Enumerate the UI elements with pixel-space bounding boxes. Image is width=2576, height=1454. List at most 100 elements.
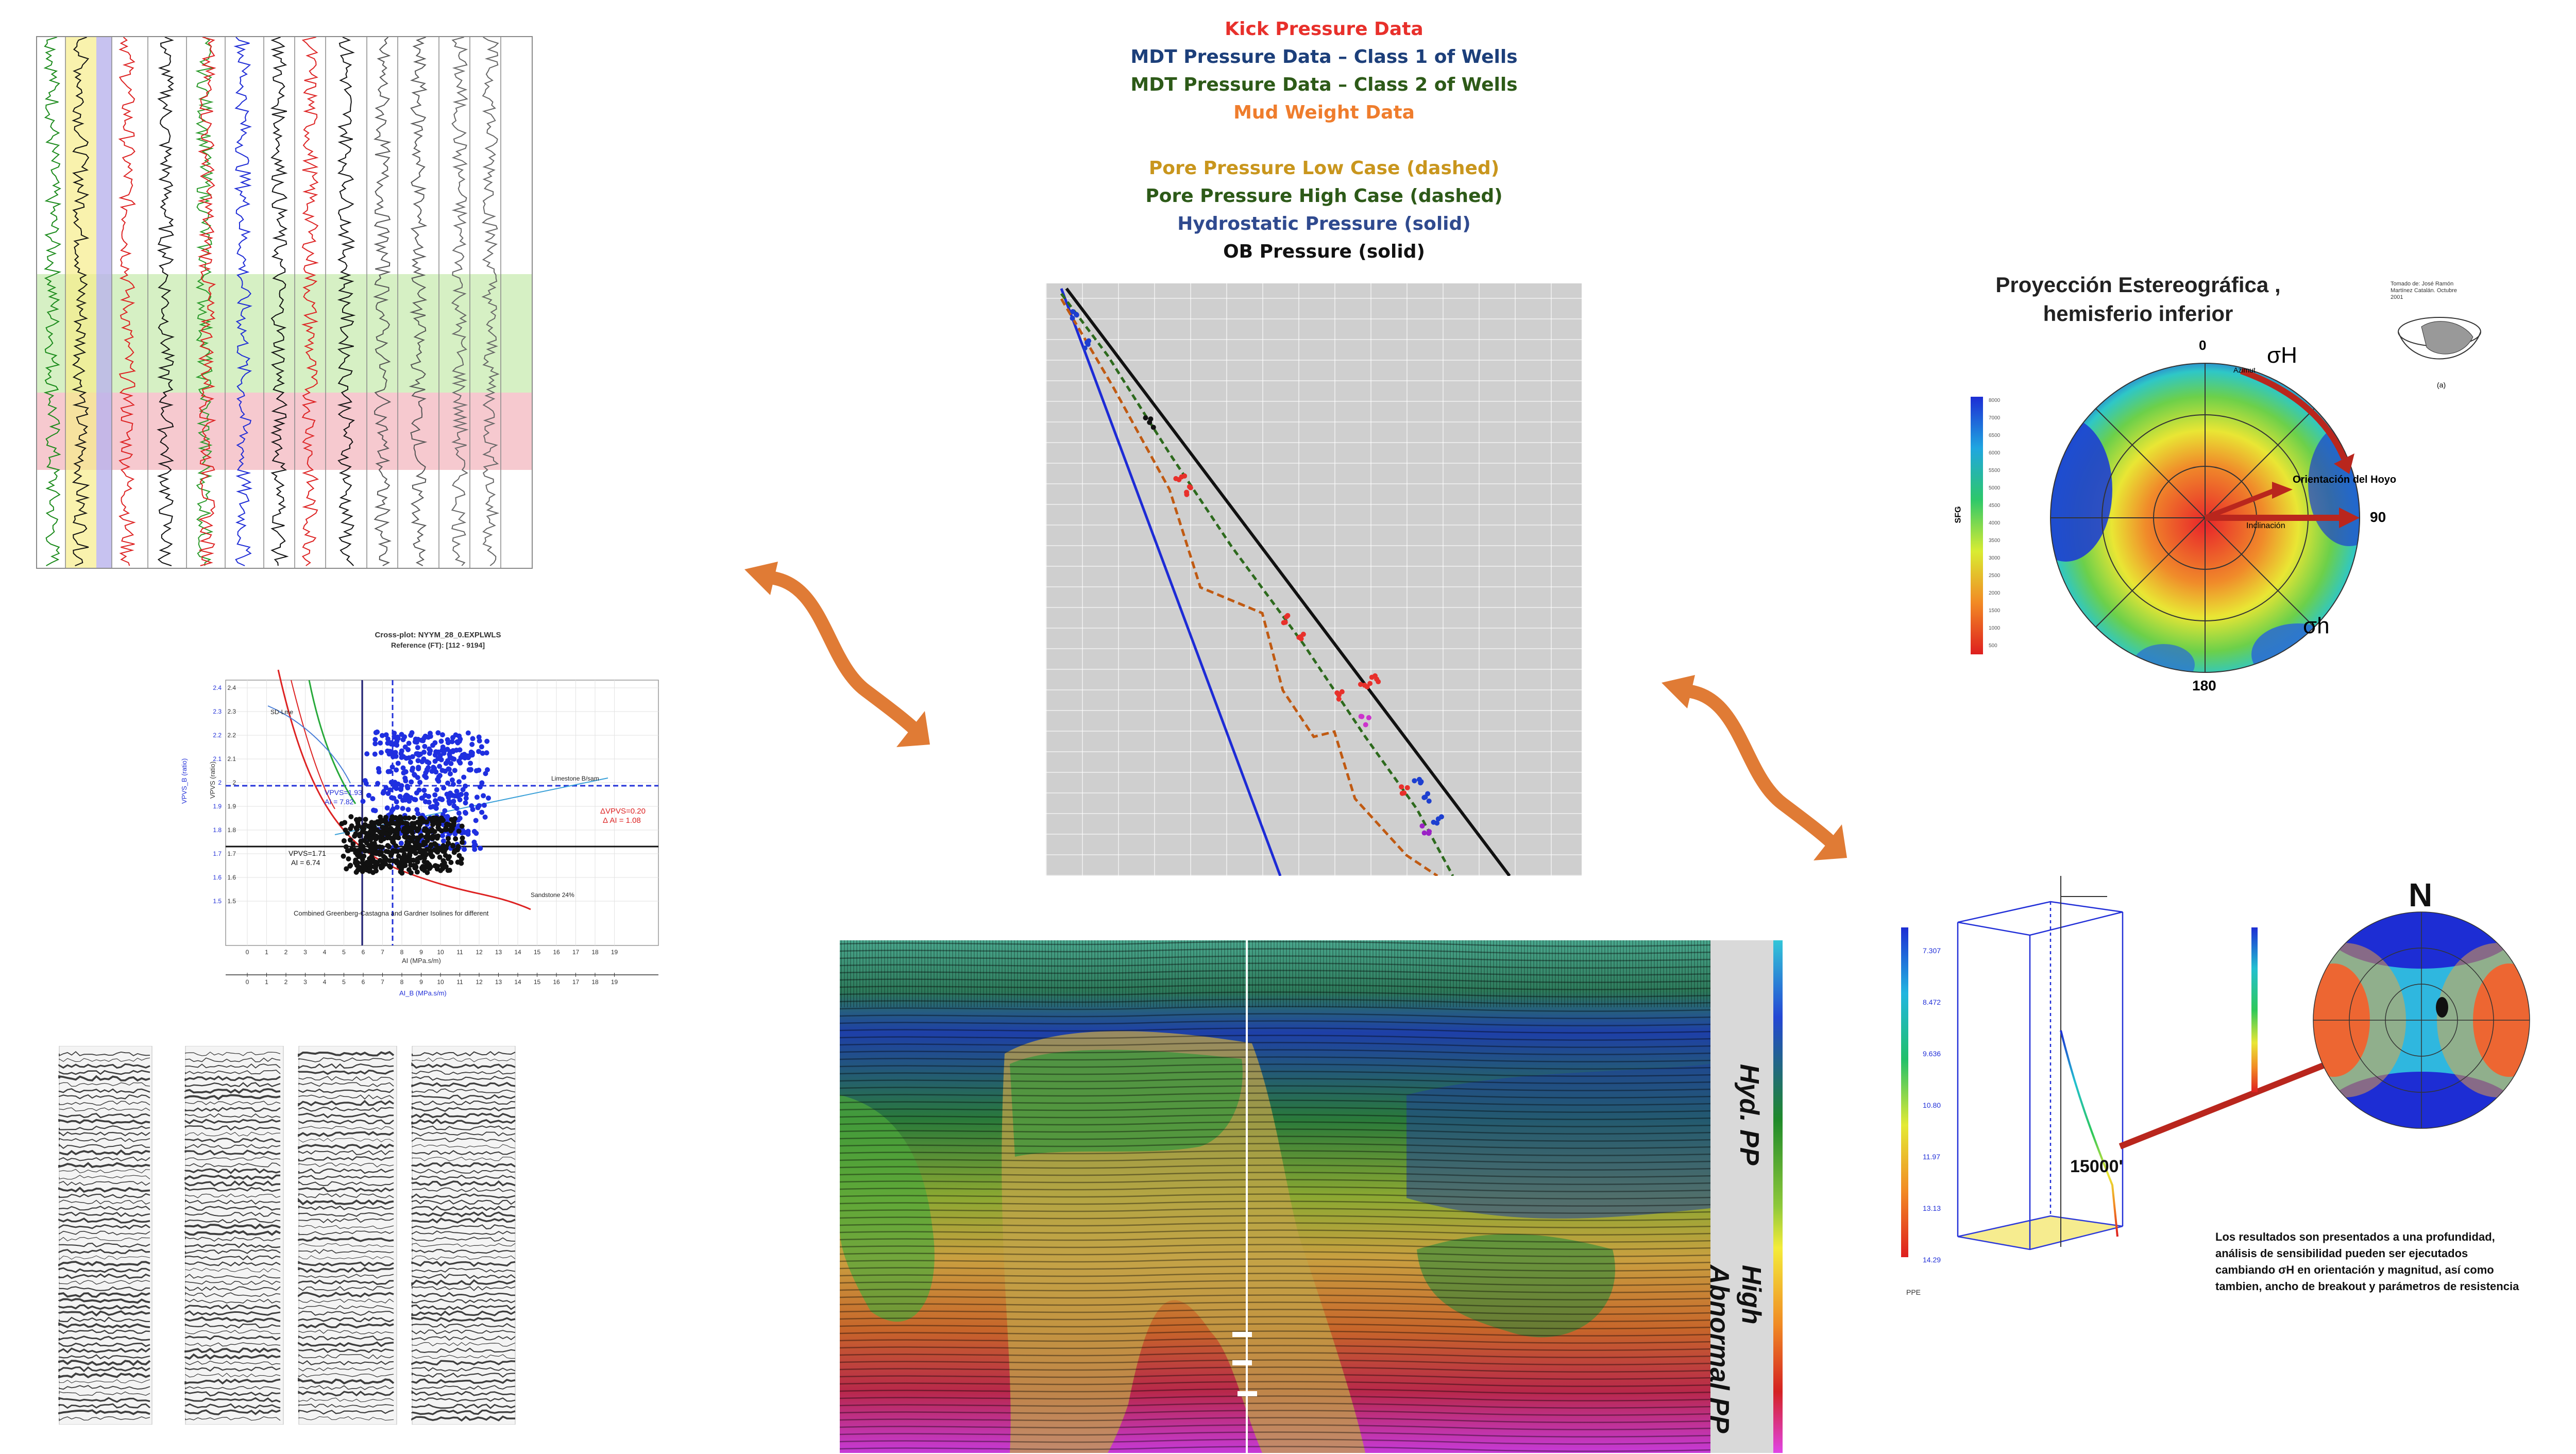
gather-trace (298, 1100, 394, 1107)
gather-trace (184, 1223, 281, 1230)
crossplot-point-blue (482, 814, 488, 820)
pressure-point (1372, 673, 1378, 679)
pressure-legend: Kick Pressure Data MDT Pressure Data – Cl… (979, 15, 1669, 266)
crossplot-title: Cross-plot: NYYM_28_0.EXPLWLS (375, 631, 501, 639)
crossplot-point-blue (441, 750, 447, 756)
gather-trace (185, 1162, 281, 1168)
seismic-label-hyd: Hyd. PP (1734, 1064, 1764, 1165)
crossplot-xtick: 18 (591, 949, 599, 956)
crossplot-ytick-outer: 1.7 (213, 850, 222, 857)
gather-trace (411, 1248, 516, 1254)
gather-trace (298, 1230, 394, 1236)
crossplot-point-black (367, 867, 372, 872)
crossplot-xtick: 15 (534, 949, 541, 956)
crossplot-point-blue (392, 784, 397, 790)
crossplot-ticks: 2.4 2.4 2.3 2.3 2.2 2.2 2.1 2.1 2 2 1.9 1.9 1.8 1.8 1.… (213, 684, 658, 986)
gather-trace (184, 1310, 281, 1316)
gather-trace (185, 1267, 281, 1273)
gather-trace (412, 1131, 516, 1137)
crossplot-point-black (445, 856, 451, 861)
gather-trace (58, 1403, 150, 1409)
inclination-label: Inclinación (2246, 521, 2285, 530)
pressure-point (1082, 345, 1088, 351)
pressure-point (1184, 489, 1190, 495)
crossplot-point-blue (450, 782, 456, 787)
sd-line-curve (267, 705, 351, 784)
log-curves (43, 37, 500, 566)
gather-trace (58, 1218, 150, 1224)
gather-trace (59, 1230, 150, 1236)
crossplot-point-blue (445, 814, 450, 819)
gather-trace (58, 1286, 150, 1291)
gather-trace (298, 1112, 394, 1119)
gather-trace (59, 1138, 150, 1142)
crossplot-point-blue (467, 767, 473, 773)
gather-trace (411, 1100, 516, 1106)
crossplot-point-blue (437, 796, 443, 802)
crossplot-ytick: 1.5 (227, 898, 236, 905)
crossplot-point-blue (447, 771, 453, 776)
crossplot-xtick: 6 (362, 949, 365, 956)
gather-trace (59, 1280, 150, 1285)
crossplot-point-black (349, 823, 354, 829)
hole-orientation-label: Orientación del Hoyo (2293, 474, 2397, 485)
crossplot-point-black (418, 833, 424, 839)
log-curve (157, 37, 175, 566)
sfg-label: SFG (1954, 506, 1963, 523)
crossplot-point-blue (426, 800, 432, 805)
crossplot-point-blue (412, 772, 418, 778)
gather-trace (184, 1353, 281, 1360)
crossplot-point-blue (421, 749, 427, 755)
crossplot-point-black (364, 859, 370, 865)
sigma-H-label: σH (2267, 343, 2297, 368)
crossplot-point-black (436, 826, 442, 832)
crossplot-point-blue (450, 735, 455, 740)
gather-trace (184, 1255, 281, 1261)
crossplot-point-blue (460, 754, 465, 759)
crossplot-point-blue (448, 760, 454, 766)
gather-trace (59, 1107, 150, 1112)
gather-trace (298, 1187, 394, 1193)
crossplot-svg: 2.4 2.4 2.3 2.3 2.2 2.2 2.1 2.1 2 2 1.9 1.9 1.8 1.8 1.… (213, 669, 659, 986)
pressure-point (1285, 613, 1291, 618)
gather-trace (411, 1304, 516, 1310)
gather-trace (411, 1193, 516, 1199)
crossplot-xtick: 7 (381, 949, 384, 956)
pressure-point (1188, 485, 1193, 491)
crossplot-point-black (425, 838, 430, 843)
gather-trace (184, 1088, 281, 1094)
crossplot-point-black (369, 820, 375, 825)
crossplot-point-black (453, 836, 459, 841)
crossplot-point-black (345, 848, 350, 853)
gather-trace (412, 1335, 516, 1341)
crossplot-point-black (431, 816, 436, 822)
gather-trace (298, 1416, 394, 1421)
crossplot-point-black (438, 868, 444, 873)
gather-trace (411, 1125, 516, 1130)
crossplot-point-blue (463, 810, 468, 816)
crossplot-point-blue (375, 781, 381, 786)
gather-trace (185, 1416, 281, 1421)
gather-trace (58, 1347, 150, 1354)
gather-trace (411, 1261, 516, 1267)
hydrostatic-line (1060, 288, 1282, 876)
crossplot-point-blue (445, 780, 451, 786)
crossplot-point-black (355, 848, 361, 853)
gathers-svg (58, 1046, 516, 1425)
gather-trace (59, 1169, 150, 1174)
pressure-point (1282, 619, 1288, 625)
crossplot-point-black (432, 841, 437, 847)
crossplot-point-blue (394, 804, 400, 810)
crossplot-xtick-outer: 3 (303, 978, 307, 986)
crossplot-point-black (396, 822, 401, 828)
gather-trace (412, 1057, 516, 1062)
crossplot-point-blue (436, 779, 442, 784)
ppe-ticks: 7.307 8.472 9.636 10.80 11.97 13.13 14.2… (1923, 946, 1941, 1264)
gather-trace (411, 1310, 516, 1316)
gather-trace (411, 1404, 516, 1409)
crossplot-point-blue (394, 767, 399, 773)
gather-trace (298, 1298, 394, 1304)
log-curve (233, 37, 253, 566)
sfg-tick: 4500 (1989, 503, 2001, 509)
crossplot-xtick: 5 (342, 949, 346, 956)
